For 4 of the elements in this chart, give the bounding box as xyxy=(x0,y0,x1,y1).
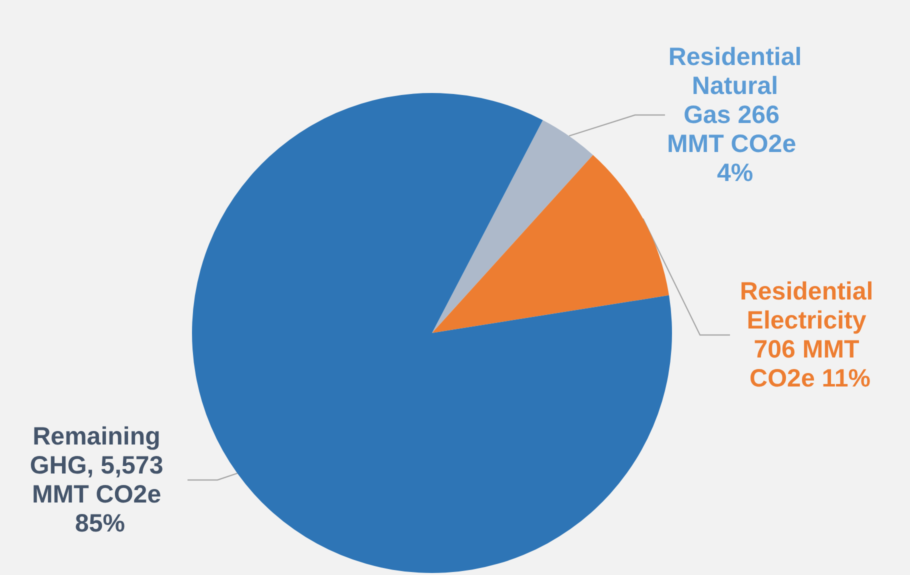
slice-label: Residential Natural Gas 266 MMT CO2e 4% xyxy=(666,43,804,187)
slice-label: Remaining GHG, 5,573 MMT CO2e 85% xyxy=(30,422,170,538)
data-label: 706 MMT CO2e 11% xyxy=(750,336,870,392)
slice-label: Residential Electricity xyxy=(740,278,880,334)
